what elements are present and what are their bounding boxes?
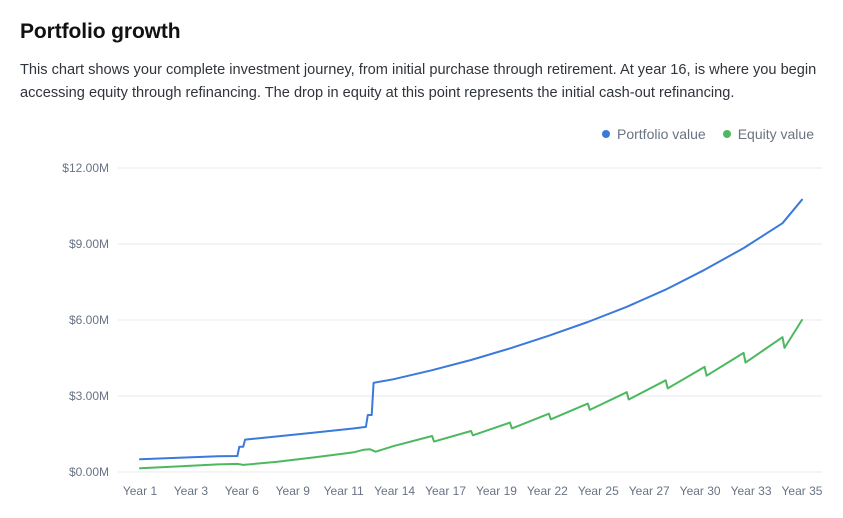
- legend-label-equity: Equity value: [737, 126, 814, 142]
- portfolio-legend-dot-icon: [602, 130, 610, 138]
- x-tick-label: Year 30: [680, 484, 721, 498]
- y-tick-label: $12.00M: [62, 161, 109, 175]
- x-tick-label: Year 3: [174, 484, 209, 498]
- legend-item-portfolio[interactable]: Portfolio value: [602, 126, 706, 142]
- x-tick-label: Year 35: [782, 484, 823, 498]
- y-tick-label: $6.00M: [69, 313, 109, 327]
- y-tick-label: $3.00M: [69, 389, 109, 403]
- equity-legend-dot-icon: [722, 130, 731, 138]
- x-tick-label: Year 11: [324, 484, 364, 498]
- legend-label-portfolio: Portfolio value: [617, 126, 706, 142]
- equity-value-line[interactable]: [139, 319, 803, 470]
- x-tick-label: Year 9: [276, 484, 311, 498]
- chart-description: This chart shows your complete investmen…: [20, 62, 817, 101]
- x-tick-label: Year 19: [476, 484, 517, 498]
- legend-item-equity[interactable]: Equity value: [722, 126, 814, 142]
- x-tick-label: Year 1: [123, 484, 158, 498]
- x-tick-label: Year 14: [374, 484, 415, 498]
- chart-title: Portfolio growth: [20, 20, 181, 43]
- x-tick-label: Year 22: [527, 484, 568, 498]
- portfolio-value-line[interactable]: [139, 198, 803, 461]
- x-tick-label: Year 33: [731, 484, 772, 498]
- x-tick-label: Year 17: [425, 484, 466, 498]
- x-tick-label: Year 27: [629, 484, 670, 498]
- y-tick-label: $0.00M: [69, 465, 109, 479]
- x-tick-label: Year 25: [578, 484, 619, 498]
- chart-legend: Portfolio value Equity value: [602, 126, 814, 142]
- x-tick-label: Year 6: [225, 484, 260, 498]
- y-tick-label: $9.00M: [69, 237, 109, 251]
